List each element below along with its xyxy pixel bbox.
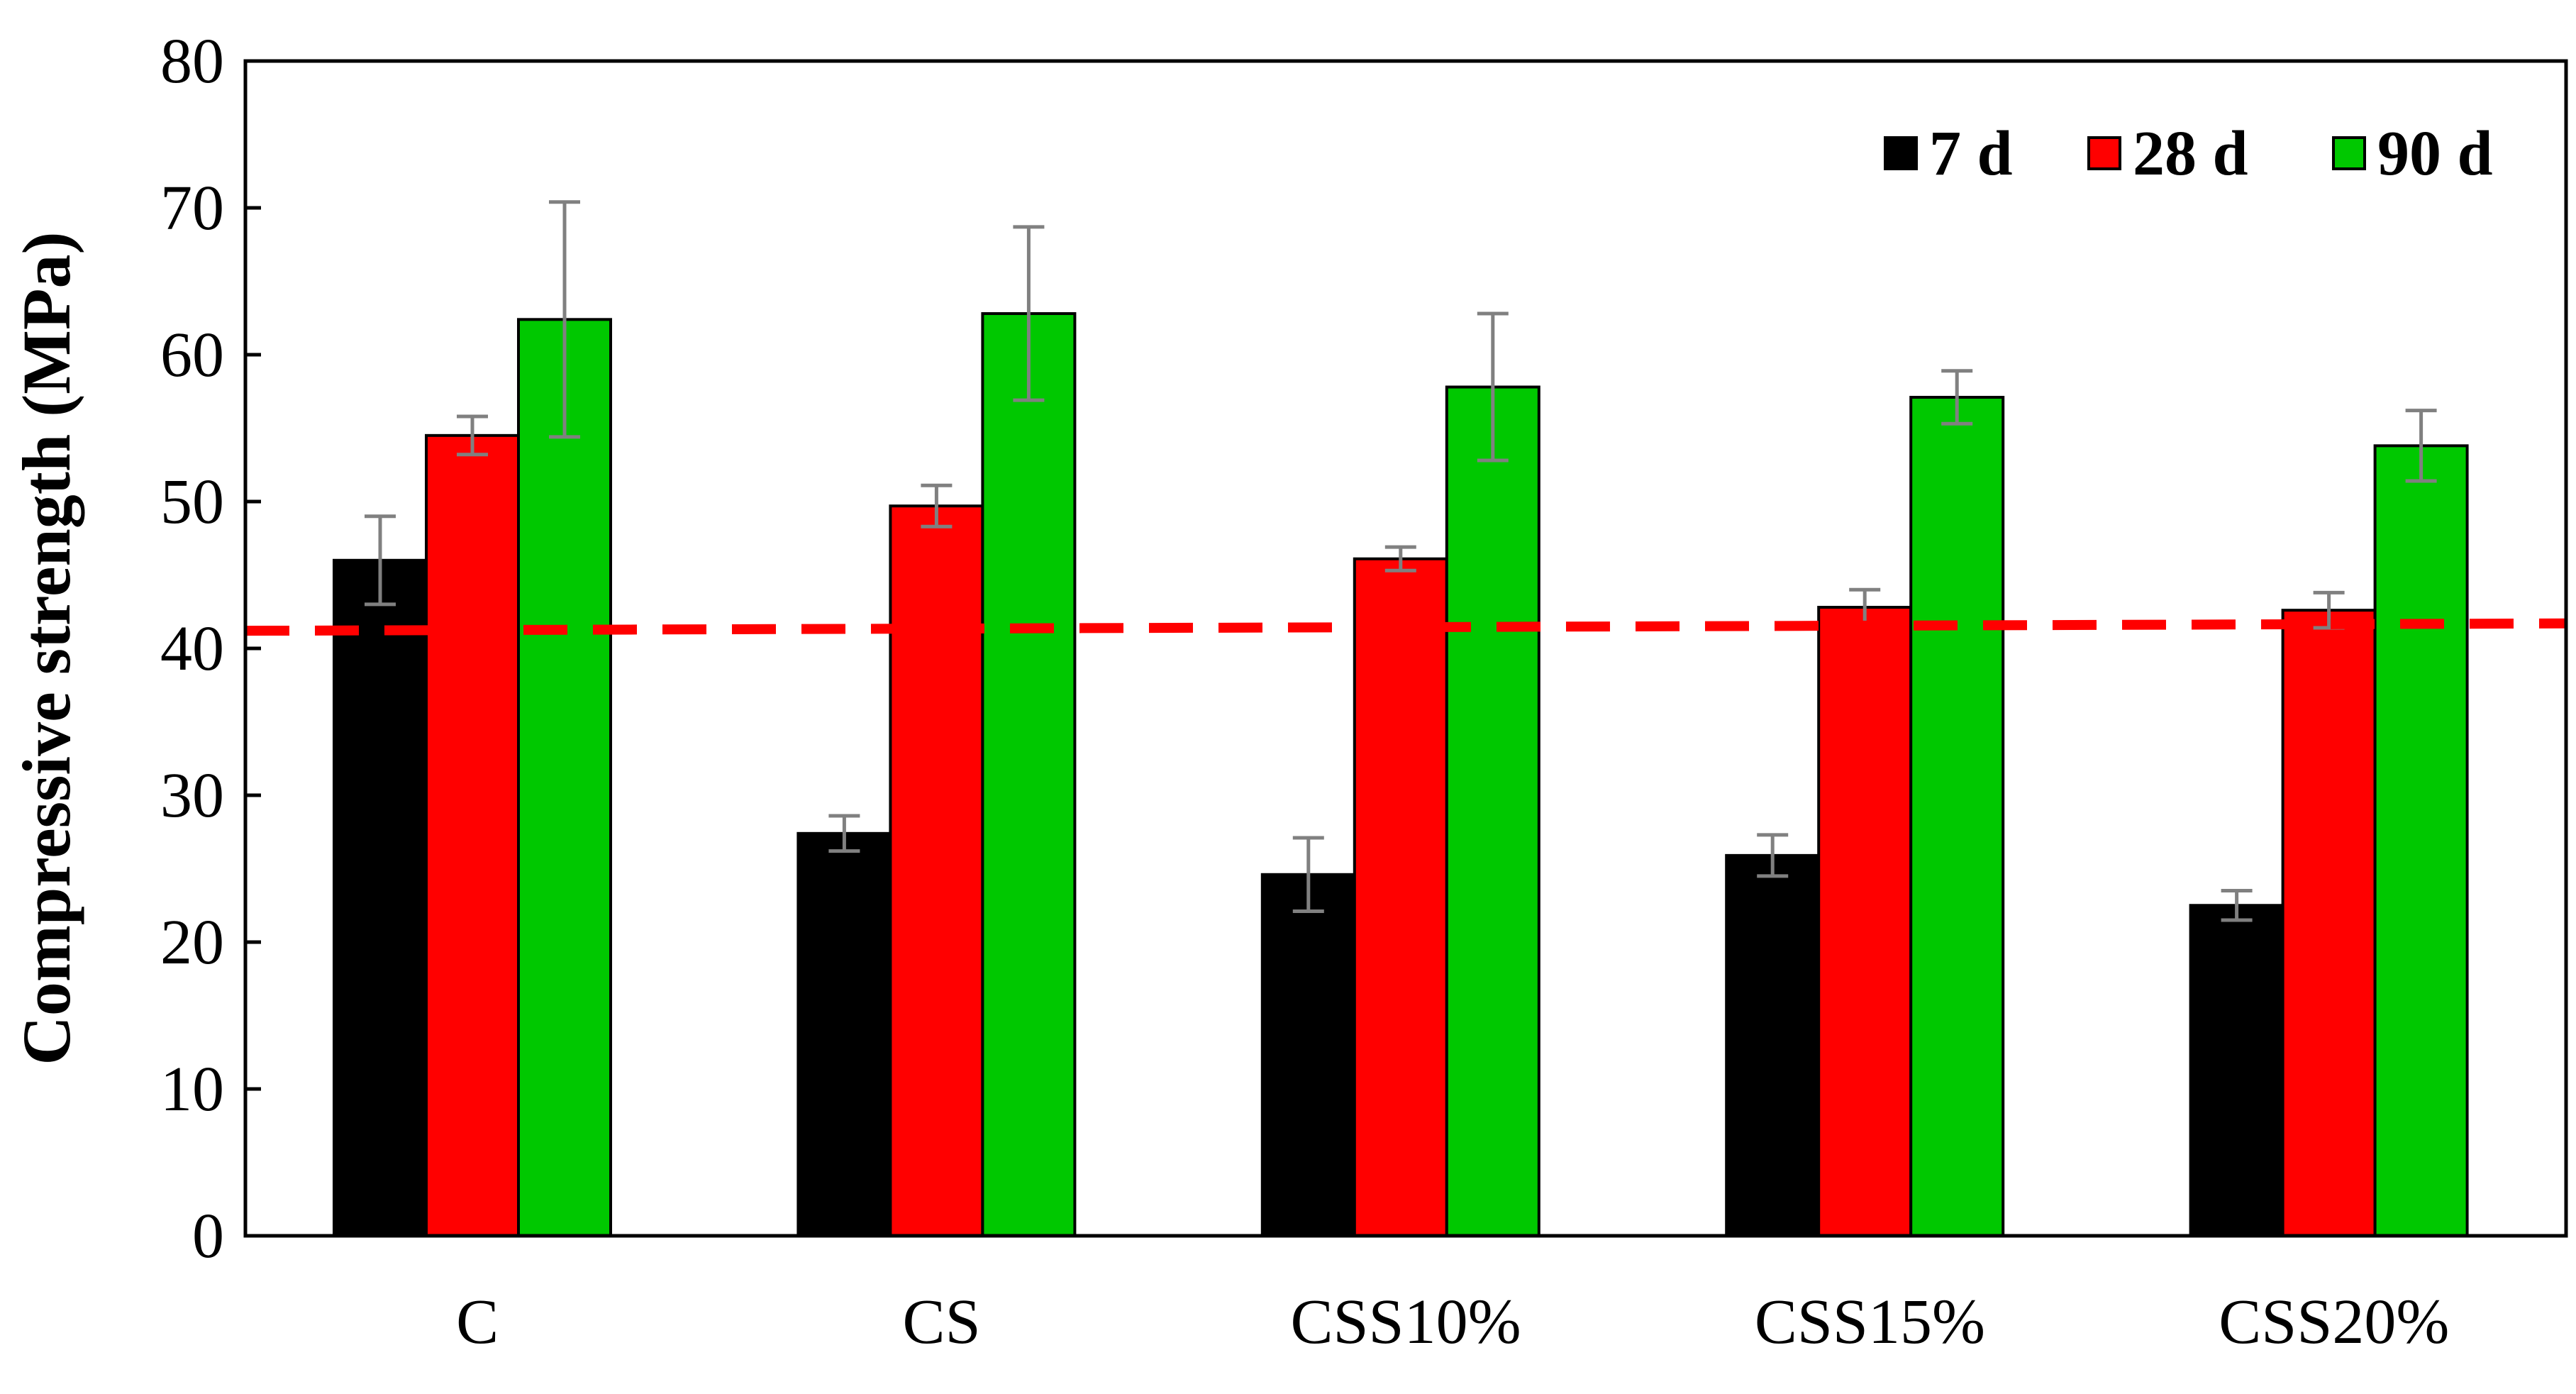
y-tick-label-10: 10 (160, 1054, 224, 1124)
error-bar-css20pct-90-d (2405, 409, 2437, 483)
bar-cs-90-d (981, 312, 1077, 1237)
x-tick-label-c: C (456, 1287, 499, 1357)
legend-swatch-7-d (1884, 136, 1918, 170)
y-tick-label-70: 70 (160, 173, 224, 243)
bar-css10pct-7-d (1260, 873, 1356, 1238)
bar-css15pct-90-d (1909, 396, 2005, 1237)
error-bar-c-28-d (457, 414, 488, 457)
bar-css10pct-28-d (1353, 557, 1448, 1237)
legend: 7 d 28 d 90 d (1884, 118, 2493, 189)
y-tick-label-80: 80 (160, 26, 224, 96)
legend-item-7-d: 7 d (1884, 118, 2013, 189)
y-tick-label-40: 40 (160, 614, 224, 684)
legend-item-90-d: 90 d (2332, 118, 2493, 189)
error-bar-cs-90-d (1013, 225, 1045, 402)
reference-line (245, 618, 2567, 636)
y-tick-label-50: 50 (160, 467, 224, 537)
error-bar-cs-7-d (828, 814, 860, 853)
labels-layer: C CS CSS10% CSS15% CSS20% 0 10 20 30 40 50 60 70 80 Co… (9, 26, 2449, 1357)
reference-line-layer (245, 618, 2567, 636)
error-bar-css20pct-7-d (2221, 889, 2253, 922)
x-tick-label-css10pct: CSS10% (1290, 1287, 1521, 1357)
legend-label-7-d: 7 d (1929, 118, 2013, 189)
bar-css20pct-90-d (2373, 444, 2469, 1238)
y-tick-label-20: 20 (160, 907, 224, 978)
bar-css15pct-28-d (1817, 606, 1913, 1237)
error-bar-css15pct-7-d (1757, 833, 1789, 878)
y-axis-label: Compressive strength (MPa) (9, 232, 84, 1066)
y-tick-label-0: 0 (192, 1201, 224, 1271)
error-bar-c-90-d (549, 200, 580, 439)
x-tick-label-css20pct: CSS20% (2219, 1287, 2449, 1357)
axes-layer (243, 59, 2568, 1238)
legend-swatch-28-d (2087, 136, 2121, 170)
bar-css20pct-7-d (2189, 904, 2284, 1237)
y-tick-label-60: 60 (160, 320, 224, 390)
error-bar-css10pct-90-d (1477, 311, 1509, 463)
x-tick-label-css15pct: CSS15% (1755, 1287, 1985, 1357)
bars-layer (333, 312, 2469, 1238)
legend-label-90-d: 90 d (2377, 118, 2493, 189)
bar-c-7-d (333, 558, 428, 1237)
error-bar-cs-28-d (921, 483, 953, 529)
error-bars-layer (365, 200, 2437, 922)
y-tick-label-30: 30 (160, 760, 224, 831)
bar-cs-28-d (889, 504, 984, 1238)
x-tick-label-cs: CS (903, 1287, 981, 1357)
bar-c-28-d (425, 433, 520, 1237)
bar-css15pct-7-d (1725, 853, 1821, 1237)
error-bar-css10pct-28-d (1384, 545, 1416, 572)
bar-cs-7-d (796, 831, 892, 1237)
error-bar-css15pct-90-d (1941, 369, 1973, 426)
bar-css20pct-28-d (2281, 609, 2377, 1237)
error-bar-css10pct-7-d (1292, 836, 1324, 914)
bar-css10pct-90-d (1445, 385, 1540, 1237)
legend-label-28-d: 28 d (2133, 118, 2248, 189)
error-bar-c-7-d (365, 514, 396, 607)
legend-swatch-90-d (2332, 136, 2366, 170)
legend-item-28-d: 28 d (2087, 118, 2248, 189)
bar-c-90-d (517, 318, 612, 1238)
